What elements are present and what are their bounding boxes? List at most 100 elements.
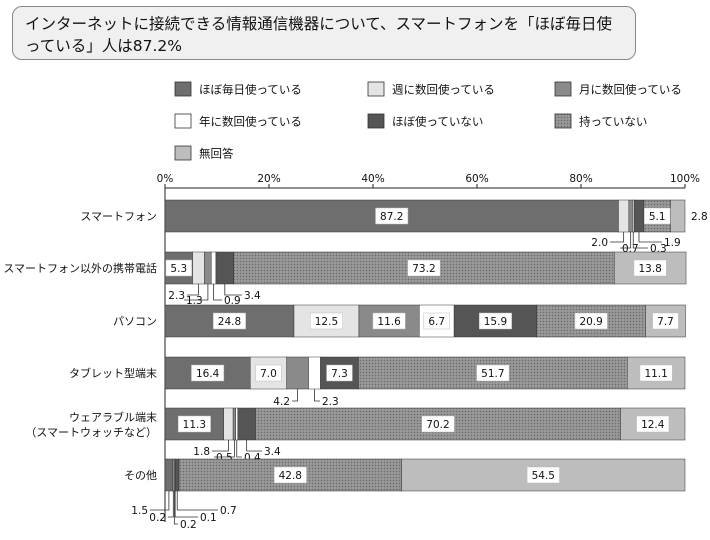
data-label-box — [633, 259, 667, 277]
data-label: 13.8 — [638, 263, 661, 275]
data-label: 11.6 — [377, 316, 401, 328]
bar-segment — [308, 356, 321, 390]
leader-line — [184, 284, 209, 301]
data-label-box — [273, 466, 307, 484]
data-label: 0.2 — [149, 512, 166, 524]
leader-line — [213, 284, 222, 301]
bar-segment — [286, 356, 309, 390]
data-label-box — [326, 364, 353, 382]
data-label-box — [213, 312, 246, 330]
legend-swatch — [367, 113, 385, 129]
leader-line — [173, 491, 178, 525]
data-label-box — [255, 364, 282, 382]
bar-segment — [232, 407, 236, 441]
legend-label: 持っていない — [579, 115, 647, 129]
data-label: 70.2 — [426, 419, 449, 431]
leader-line — [212, 440, 229, 452]
bar-segment — [628, 199, 633, 233]
leader-line — [610, 232, 625, 243]
leader-line — [236, 440, 242, 458]
data-label: 3.4 — [264, 446, 281, 458]
x-tick-label: 0% — [157, 173, 174, 185]
data-label-box — [310, 312, 343, 330]
leader-line — [632, 232, 648, 249]
category-label: ウェアラブル端末 — [69, 410, 157, 424]
data-label-box — [191, 364, 225, 382]
legend-label: 無回答 — [199, 147, 234, 161]
data-label-box — [375, 207, 409, 225]
data-label: 1.5 — [131, 505, 148, 517]
bar-segment — [192, 251, 205, 285]
data-label: 7.3 — [331, 368, 348, 380]
data-label: 87.2 — [380, 211, 403, 223]
data-label: 16.4 — [196, 368, 220, 380]
data-label: 7.7 — [657, 316, 674, 328]
legend-label: 年に数回使っている — [199, 115, 302, 129]
legend-swatch — [554, 113, 572, 129]
bar-segment — [211, 251, 217, 285]
data-label-box — [644, 207, 671, 225]
legend-label: 月に数回使っている — [579, 83, 682, 97]
data-label: 12.5 — [315, 316, 338, 328]
bar-segment — [175, 458, 180, 492]
x-tick-label: 60% — [465, 173, 488, 185]
legend-swatch — [174, 145, 192, 161]
data-label: 12.4 — [641, 419, 665, 431]
data-label: 0.9 — [224, 295, 241, 307]
category-label: パソコン — [113, 315, 157, 328]
data-label: 1.9 — [664, 237, 681, 249]
data-label: 11.3 — [183, 419, 206, 431]
legend-label: ほぼ毎日使っている — [199, 83, 302, 97]
category-label: タブレット型端末 — [69, 366, 157, 380]
legend-swatch — [174, 113, 192, 129]
x-tick-label: 20% — [257, 173, 280, 185]
leader-line — [224, 284, 242, 296]
bar-segment — [204, 251, 212, 285]
data-label-box — [407, 259, 441, 277]
data-label-box — [636, 415, 670, 433]
category-label: （スマートウォッチなど） — [25, 426, 157, 439]
data-label-box — [479, 312, 512, 330]
data-label-box — [652, 312, 679, 330]
data-label: 1.8 — [193, 446, 210, 458]
data-label: 6.7 — [428, 316, 445, 328]
data-label-box — [526, 466, 560, 484]
data-label: 4.2 — [273, 396, 290, 408]
bar-segment — [237, 407, 256, 441]
data-label: 7.0 — [260, 368, 277, 380]
data-label: 2.8 — [691, 211, 708, 223]
bar-segment — [164, 458, 174, 492]
data-label: 2.0 — [591, 237, 608, 249]
bar-segment — [633, 199, 645, 233]
data-label-box — [574, 312, 608, 330]
legend-label: ほぼ使っていない — [392, 115, 483, 129]
x-tick-label: 40% — [361, 173, 384, 185]
bar-segment — [235, 407, 239, 441]
bar-segment — [215, 251, 234, 285]
x-tick-label: 100% — [670, 173, 700, 185]
data-label-box — [372, 312, 406, 330]
category-label: その他 — [124, 469, 157, 482]
data-label-box — [421, 415, 455, 433]
data-label-box — [177, 415, 211, 433]
bar-segment — [618, 199, 630, 233]
data-label: 1.3 — [186, 295, 203, 307]
category-label: スマートフォン — [80, 210, 157, 223]
data-label: 11.1 — [644, 368, 667, 380]
data-label-box — [639, 364, 673, 382]
x-tick-label: 80% — [569, 173, 592, 185]
chart-headline: インターネットに接続できる情報通信機器について、スマートフォンを「ほぼ毎日使って… — [12, 6, 636, 60]
data-label: 73.2 — [412, 263, 435, 275]
data-label-box — [423, 312, 450, 330]
leader-line — [214, 440, 235, 458]
legend-swatch — [554, 81, 572, 97]
leader-line — [292, 389, 299, 402]
data-label: 5.1 — [649, 211, 666, 223]
data-label: 3.4 — [244, 290, 261, 302]
data-label: 20.9 — [579, 316, 602, 328]
leader-line — [620, 232, 632, 249]
data-label: 51.7 — [481, 368, 504, 380]
data-label: 15.9 — [484, 316, 507, 328]
data-label: 24.8 — [218, 316, 241, 328]
